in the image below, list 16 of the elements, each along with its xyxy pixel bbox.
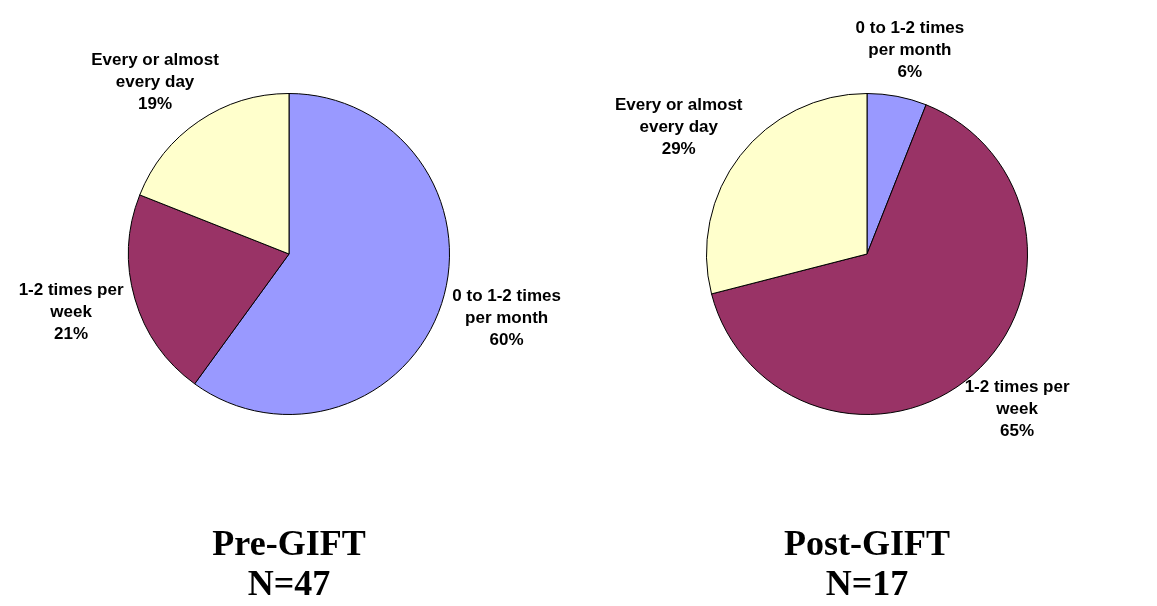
slice-label: 0 to 1-2 times per month xyxy=(855,17,965,59)
text: Pre-GIFT xyxy=(211,523,367,563)
data-label: 21% xyxy=(54,323,89,343)
text: N=47 xyxy=(246,563,332,603)
slice-label: 0 to 1-2 times per month xyxy=(452,285,561,327)
data-label: 6% xyxy=(897,61,923,81)
slice-label: Every or almost every day xyxy=(91,50,220,92)
data-label: 29% xyxy=(661,138,696,158)
text: Post-GIFT xyxy=(783,523,951,563)
slice-label: 1-2 times per week xyxy=(18,279,124,321)
data-label: 65% xyxy=(1000,421,1035,441)
data-label: 19% xyxy=(138,94,173,114)
text: N=17 xyxy=(824,563,910,603)
data-label: 60% xyxy=(489,329,524,349)
slice-label: 1-2 times per week xyxy=(964,377,1070,419)
slice-label: Every or almost every day xyxy=(614,94,743,136)
